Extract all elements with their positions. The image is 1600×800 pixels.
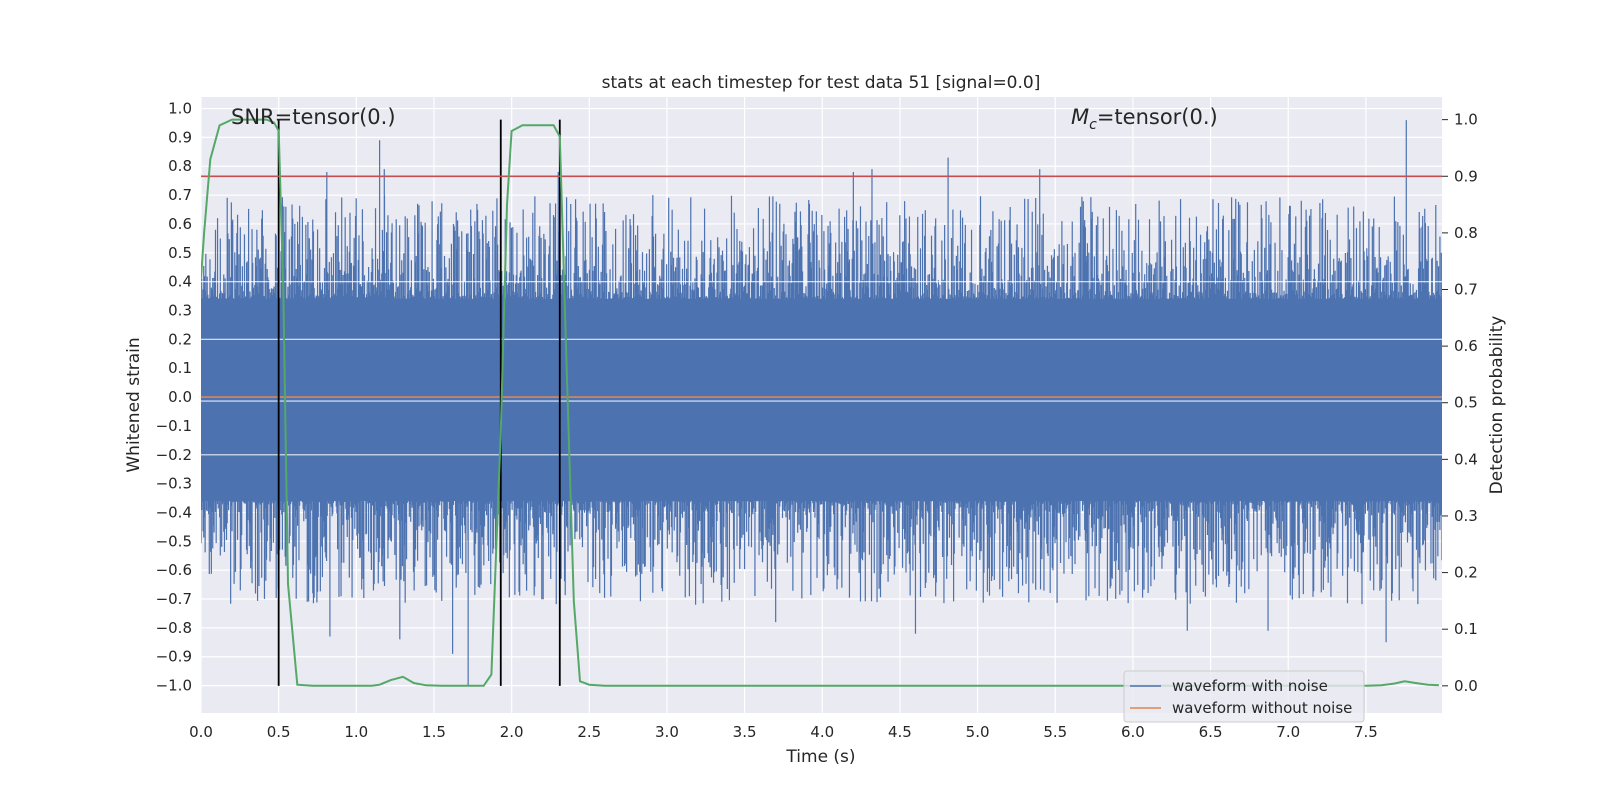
noise-waveform-core — [201, 298, 1442, 501]
y-tick-label-left-16: −0.6 — [156, 561, 192, 579]
detection-probability-curve — [201, 118, 1439, 687]
legend-label-clean: waveform without noise — [1172, 699, 1352, 717]
waveform-with-noise — [201, 120, 1442, 686]
y-tick-label-left-2: 0.8 — [168, 157, 192, 175]
y-tick-label-left-11: −0.1 — [156, 417, 192, 435]
y-tick-label-left-3: 0.7 — [168, 186, 192, 204]
y-tick-label-left-14: −0.4 — [156, 503, 192, 521]
y-tick-label-left-6: 0.4 — [168, 273, 192, 291]
y-tick-label-left-18: −0.8 — [156, 619, 192, 637]
y-tick-label-left-15: −0.5 — [156, 532, 192, 550]
x-tick-label-10: 5.0 — [966, 723, 990, 741]
y-tick-label-left-1: 0.9 — [168, 128, 192, 146]
y-tick-label-right-2: 0.8 — [1454, 224, 1478, 242]
x-tick-label-8: 4.0 — [810, 723, 834, 741]
detection-probability-layer — [201, 118, 1439, 687]
y-tick-label-left-19: −0.9 — [156, 648, 192, 666]
x-tick-label-9: 4.5 — [888, 723, 912, 741]
plot-layer — [201, 118, 1442, 687]
x-tick-label-13: 6.5 — [1199, 723, 1223, 741]
y-tick-label-right-10: 0.0 — [1454, 677, 1478, 695]
y-axis-label-right: Detection probability — [1487, 316, 1507, 495]
y-tick-label-right-7: 0.3 — [1454, 507, 1478, 525]
x-tick-label-12: 6.0 — [1121, 723, 1145, 741]
chart-title: stats at each timestep for test data 51 … — [602, 73, 1041, 93]
y-tick-label-right-9: 0.1 — [1454, 620, 1478, 638]
x-tick-label-0: 0.0 — [189, 723, 213, 741]
mc-symbol: M — [1071, 105, 1089, 129]
x-tick-label-3: 1.5 — [422, 723, 446, 741]
y-tick-label-right-1: 0.9 — [1454, 167, 1478, 185]
y-tick-label-left-5: 0.5 — [168, 244, 192, 262]
legend-frame — [1123, 670, 1365, 723]
y-axis-label-left: Whitened strain — [124, 337, 144, 472]
mc-annotation: Mc=tensor(0.) — [1071, 105, 1218, 133]
y-tick-label-right-0: 1.0 — [1454, 111, 1478, 129]
x-tick-label-14: 7.0 — [1276, 723, 1300, 741]
y-tick-label-left-17: −0.7 — [156, 590, 192, 608]
y-tick-label-left-8: 0.2 — [168, 330, 192, 348]
y-tick-label-left-9: 0.1 — [168, 359, 192, 377]
x-tick-label-15: 7.5 — [1354, 723, 1378, 741]
x-tick-label-2: 1.0 — [344, 723, 368, 741]
y-tick-label-right-8: 0.2 — [1454, 564, 1478, 582]
y-tick-label-left-4: 0.6 — [168, 215, 192, 233]
x-tick-label-4: 2.0 — [500, 723, 524, 741]
x-axis-label: Time (s) — [785, 747, 855, 767]
legend-label-noise: waveform with noise — [1172, 677, 1328, 695]
mc-subscript: c — [1089, 117, 1097, 133]
y-tick-label-right-4: 0.6 — [1454, 337, 1478, 355]
y-tick-label-left-10: 0.0 — [168, 388, 192, 406]
y-tick-label-right-3: 0.7 — [1454, 281, 1478, 299]
y-tick-label-left-12: −0.2 — [156, 446, 192, 464]
x-tick-label-11: 5.5 — [1043, 723, 1067, 741]
legend: waveform with noise waveform without noi… — [1123, 670, 1365, 723]
axis-ticks: 0.0 0.5 1.0 1.5 2.0 2.5 3.0 3.5 4.0 4.5 5.0 5.5 6.0 6… — [156, 100, 1478, 741]
y-tick-label-left-20: −1.0 — [156, 677, 192, 695]
x-tick-label-5: 2.5 — [577, 723, 601, 741]
snr-annotation: SNR=tensor(0.) — [231, 105, 396, 129]
x-tick-label-6: 3.0 — [655, 723, 679, 741]
y-tick-label-left-13: −0.3 — [156, 475, 192, 493]
mc-value: =tensor(0.) — [1097, 105, 1218, 129]
x-tick-label-7: 3.5 — [733, 723, 757, 741]
y-tick-label-left-0: 1.0 — [168, 100, 192, 118]
x-tick-label-1: 0.5 — [267, 723, 291, 741]
y-tick-label-left-7: 0.3 — [168, 302, 192, 320]
y-tick-label-right-6: 0.4 — [1454, 450, 1478, 468]
y-tick-label-right-5: 0.5 — [1454, 394, 1478, 412]
